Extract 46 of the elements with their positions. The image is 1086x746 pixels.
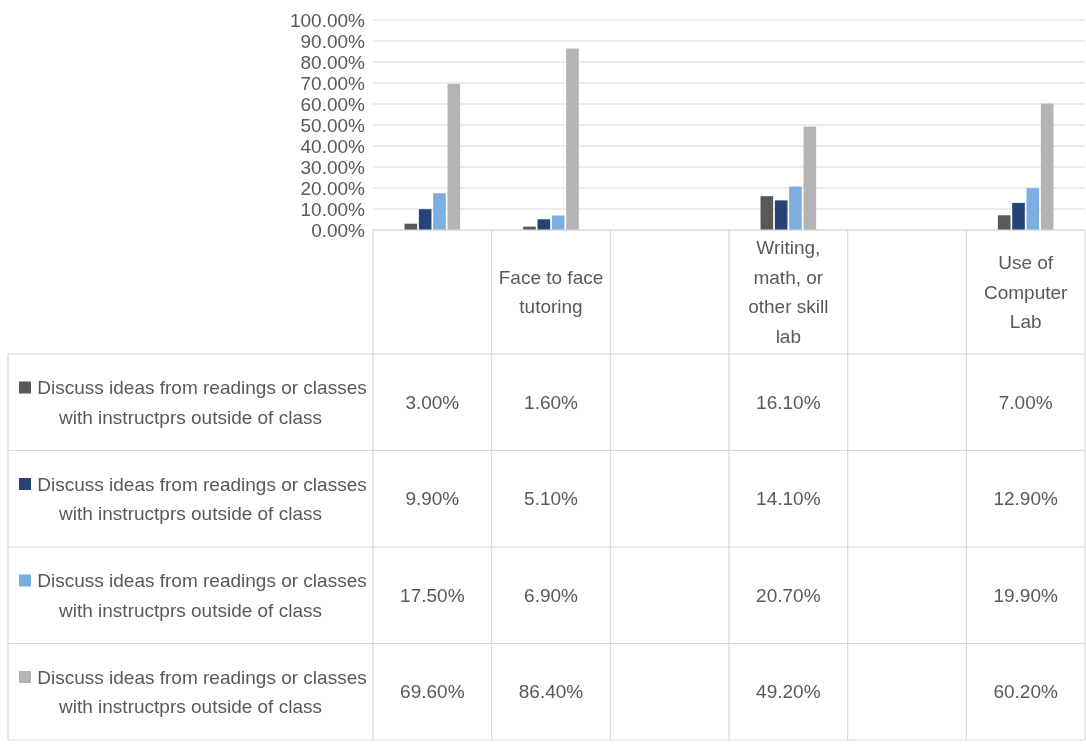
y-tick-label: 50.00% — [300, 114, 366, 136]
data-label: 12.90% — [993, 488, 1058, 510]
data-label: 20.70% — [756, 584, 821, 606]
y-tick-label: 60.00% — [300, 93, 366, 115]
data-label: 69.60% — [400, 681, 465, 703]
bar — [566, 48, 579, 230]
x-tick-label: Use of Computer Lab — [983, 252, 1069, 333]
y-tick-label: 100.00% — [289, 9, 366, 31]
data-label: 86.40% — [518, 681, 584, 703]
y-tick-label: 70.00% — [300, 72, 366, 94]
data-label: 60.20% — [993, 681, 1058, 703]
bar — [997, 215, 1011, 230]
bar — [447, 83, 461, 230]
bar — [1012, 202, 1025, 230]
y-tick-label: 20.00% — [300, 177, 366, 199]
data-label: 5.10% — [524, 488, 579, 510]
bar — [803, 126, 817, 230]
data-label: 6.90% — [524, 584, 579, 606]
data-label: 3.00% — [405, 391, 460, 413]
legend-label: Discuss ideas from readings or classes with instructprs outside of class — [37, 666, 367, 718]
legend-label: Discuss ideas from readings or classes with instructprs outside of class — [37, 570, 367, 621]
data-label: 16.10% — [756, 391, 821, 413]
data-label: 19.90% — [993, 584, 1058, 606]
data-label: 14.10% — [756, 488, 821, 510]
bar — [433, 193, 446, 230]
data-label: 49.20% — [756, 681, 821, 703]
bar — [418, 209, 432, 230]
bar — [789, 186, 802, 230]
bar — [760, 196, 774, 230]
data-label: 7.00% — [998, 391, 1053, 413]
legend-label: Discuss ideas from readings or classes with instructprs outside of class — [37, 377, 367, 428]
bar — [774, 200, 788, 230]
y-tick-label: 80.00% — [300, 51, 366, 73]
y-tick-label: 40.00% — [300, 135, 366, 157]
data-label: 1.60% — [524, 391, 579, 413]
bar — [1026, 188, 1040, 230]
y-tick-label: 10.00% — [300, 198, 366, 220]
legend-label: Discuss ideas from readings or classes with instructprs outside of class — [37, 473, 367, 525]
y-tick-label: 0.00% — [311, 219, 366, 241]
x-tick-label: Face to face tutoring — [498, 266, 604, 318]
y-tick-label: 90.00% — [300, 30, 366, 52]
y-tick-label: 30.00% — [300, 156, 366, 178]
data-label: 17.50% — [400, 584, 465, 606]
data-label: 9.90% — [405, 488, 460, 510]
x-tick-label: Writing, math, or other skill lab — [748, 237, 829, 347]
bar — [1040, 103, 1054, 230]
